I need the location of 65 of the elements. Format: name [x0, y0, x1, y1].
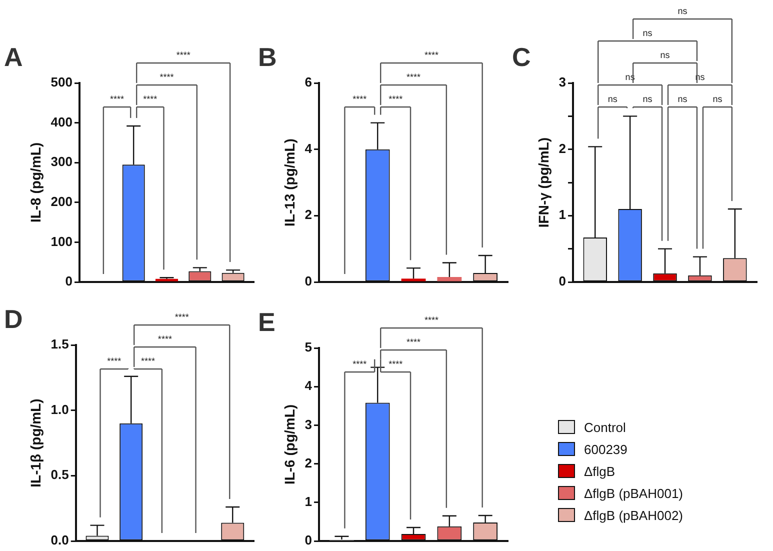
text: **** [424, 314, 439, 325]
y-axis-title: IFN-γ (pg/mL) [535, 137, 552, 228]
legend-label: 600239 [584, 442, 628, 456]
y-tick-label: 4 [304, 378, 313, 394]
annotation: **** [388, 358, 404, 369]
text: **** [160, 72, 174, 82]
y-tick-label: 4 [304, 140, 313, 156]
bar [155, 278, 178, 282]
y-tick-label: 3 [558, 74, 566, 90]
y-axis-title: IL-6 (pg/mL) [281, 404, 298, 485]
annotation: ns [642, 94, 653, 104]
annotation: ns [608, 94, 618, 104]
y-tick-label: 1 [304, 494, 312, 509]
y-axis-title: IL-13 (pg/mL) [281, 138, 298, 226]
chart-title: C [512, 42, 531, 72]
text: **** [424, 50, 439, 60]
y-tick-label: 1.5 [50, 336, 69, 352]
y-tick-label: 2 [304, 207, 312, 222]
annotation: **** [107, 356, 122, 366]
legend-label: ΔflgB [584, 464, 616, 478]
y-tick-label: 5 [304, 340, 312, 355]
text: ns [660, 50, 670, 60]
text: **** [158, 334, 172, 344]
text: ns [678, 6, 688, 16]
annotation: **** [141, 356, 156, 366]
text: **** [174, 312, 190, 322]
bar [437, 277, 462, 282]
annotation: **** [143, 94, 158, 104]
y-tick-label: 0 [65, 274, 72, 289]
y-tick-label: 300 [50, 154, 72, 170]
y-axis-title: IL-8 (pg/mL) [27, 142, 44, 223]
legend-label: ΔflgB (pBAH002) [584, 508, 684, 522]
chart-title: B [258, 42, 277, 72]
chart-title: E [258, 307, 276, 338]
y-tick-label: 500 [50, 74, 72, 90]
y-tick-label: 0 [304, 274, 312, 289]
y-tick-label: 6 [304, 74, 312, 90]
annotation: ns [712, 94, 723, 104]
y-tick-label: 1.0 [50, 402, 69, 417]
legend-label: Control [584, 420, 626, 434]
chart-title: D [4, 304, 23, 334]
y-tick-label: 0 [304, 532, 312, 548]
annotation: ns [678, 94, 688, 104]
legend-label: ΔflgB (pBAH001) [584, 486, 684, 500]
y-tick-label: 3 [304, 416, 312, 432]
y-tick-label: 400 [50, 114, 72, 130]
y-tick-label: 2 [558, 140, 566, 156]
annotation: **** [352, 94, 368, 104]
y-tick-label: 2 [304, 455, 312, 470]
annotation: **** [388, 94, 404, 104]
y-tick-label: 200 [50, 194, 72, 209]
annotation: **** [110, 94, 125, 104]
chart-title: A [4, 42, 23, 72]
annotation: **** [352, 358, 368, 369]
y-tick-label: 0 [558, 274, 566, 289]
y-tick-label: 100 [50, 234, 72, 249]
y-tick-label: 0.5 [50, 467, 69, 482]
y-tick-label: 1 [558, 207, 566, 222]
bar [401, 278, 426, 282]
text: ns [642, 28, 653, 38]
y-axis-title: IL-1β (pg/mL) [27, 398, 44, 488]
text: **** [406, 336, 422, 347]
y-tick-label: 0.0 [50, 532, 69, 548]
text: **** [176, 50, 191, 60]
text: **** [406, 72, 422, 82]
